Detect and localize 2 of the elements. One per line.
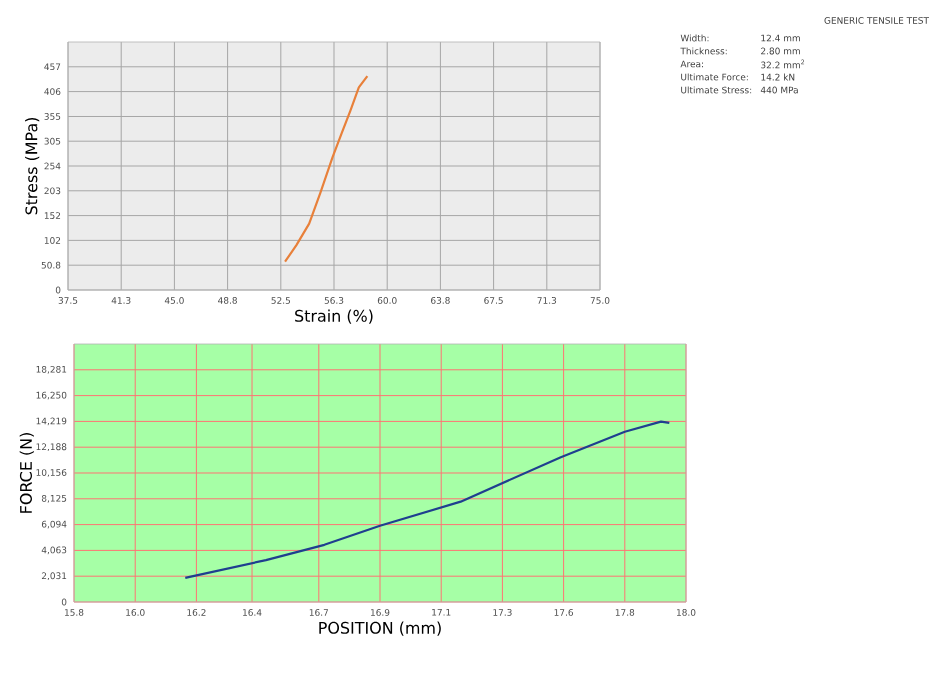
line-series [184,420,671,579]
line-series [283,75,369,263]
